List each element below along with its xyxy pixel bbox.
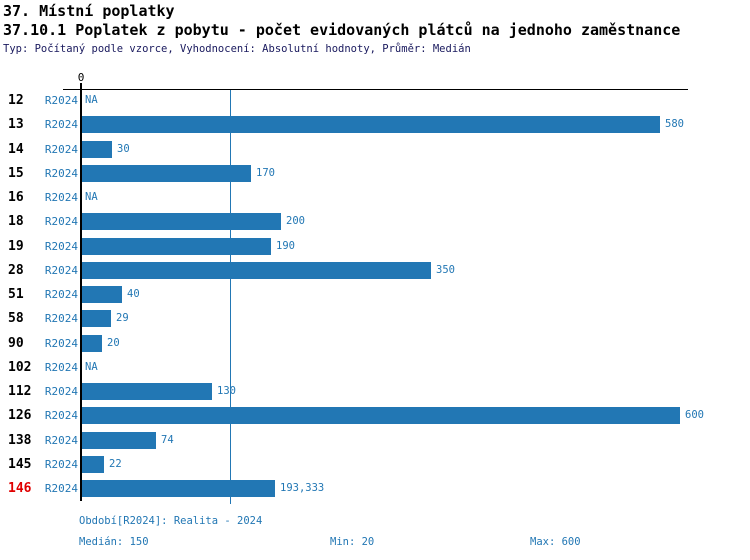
chart-row: 14 R2024 30 xyxy=(0,141,750,158)
report-meta-line: Typ: Počítaný podle vzorce, Vyhodnocení:… xyxy=(3,43,471,55)
bar-value-label: NA xyxy=(85,191,98,203)
chart-row: 51 R2024 40 xyxy=(0,286,750,303)
bar xyxy=(82,213,281,230)
row-period-label: R2024 xyxy=(44,458,78,471)
report-title: 37. Místní poplatky xyxy=(3,2,175,20)
chart-row: 18 R2024 200 xyxy=(0,213,750,230)
bar-value-label: 40 xyxy=(127,288,140,300)
row-id-label: 90 xyxy=(8,336,24,351)
median-gridline xyxy=(230,90,231,504)
bar xyxy=(82,310,111,327)
bar-value-label: 350 xyxy=(436,264,455,276)
chart-row: 126 R2024 600 xyxy=(0,407,750,424)
row-period-label: R2024 xyxy=(44,361,78,374)
row-period-label: R2024 xyxy=(44,191,78,204)
bar xyxy=(82,286,122,303)
bar-value-label: 30 xyxy=(117,143,130,155)
row-id-label: 15 xyxy=(8,166,24,181)
bar-value-label: 200 xyxy=(286,215,305,227)
bar xyxy=(82,165,251,182)
bar-value-label: 22 xyxy=(109,458,122,470)
row-id-label: 18 xyxy=(8,214,24,229)
y-axis-line xyxy=(80,83,82,501)
row-period-label: R2024 xyxy=(44,240,78,253)
row-period-label: R2024 xyxy=(44,167,78,180)
bar xyxy=(82,456,104,473)
row-id-label: 28 xyxy=(8,263,24,278)
chart-row: 12 R2024 NA xyxy=(0,92,750,109)
row-id-label: 126 xyxy=(8,408,32,423)
chart-row: 28 R2024 350 xyxy=(0,262,750,279)
chart-row: 112 R2024 130 xyxy=(0,383,750,400)
row-period-label: R2024 xyxy=(44,143,78,156)
bar xyxy=(82,383,212,400)
chart-row: 19 R2024 190 xyxy=(0,238,750,255)
footer-min-stat: Min: 20 xyxy=(330,536,375,548)
row-period-label: R2024 xyxy=(44,94,78,107)
chart-row: 15 R2024 170 xyxy=(0,165,750,182)
footer-period-info: Období[R2024]: Realita - 2024 xyxy=(79,515,263,527)
row-id-label: 112 xyxy=(8,384,32,399)
chart-row: 138 R2024 74 xyxy=(0,432,750,449)
row-id-label: 13 xyxy=(8,117,24,132)
footer-median-stat: Medián: 150 xyxy=(79,536,149,548)
row-id-label: 145 xyxy=(8,457,32,472)
chart-row: 90 R2024 20 xyxy=(0,335,750,352)
bar-value-label: 29 xyxy=(116,312,129,324)
chart-row: 16 R2024 NA xyxy=(0,189,750,206)
x-axis-zero-tick-label: 0 xyxy=(77,71,85,84)
bar-value-label: 600 xyxy=(685,409,704,421)
row-period-label: R2024 xyxy=(44,337,78,350)
row-period-label: R2024 xyxy=(44,118,78,131)
row-period-label: R2024 xyxy=(44,482,78,495)
bar xyxy=(82,141,112,158)
row-id-label: 14 xyxy=(8,142,24,157)
row-id-label: 12 xyxy=(8,93,24,108)
chart-row: 102 R2024 NA xyxy=(0,359,750,376)
row-id-label: 51 xyxy=(8,287,24,302)
row-period-label: R2024 xyxy=(44,215,78,228)
bar xyxy=(82,480,275,497)
x-axis-line xyxy=(63,89,688,90)
bar xyxy=(82,432,156,449)
chart-row: 146 R2024 193,333 xyxy=(0,480,750,497)
bar-value-label: 74 xyxy=(161,434,174,446)
report-subtitle: 37.10.1 Poplatek z pobytu - počet evidov… xyxy=(3,21,681,39)
chart-row: 58 R2024 29 xyxy=(0,310,750,327)
bar-value-label: NA xyxy=(85,94,98,106)
row-period-label: R2024 xyxy=(44,434,78,447)
bar-value-label: NA xyxy=(85,361,98,373)
footer-max-stat: Max: 600 xyxy=(530,536,581,548)
row-period-label: R2024 xyxy=(44,288,78,301)
row-id-label: 16 xyxy=(8,190,24,205)
chart-row: 145 R2024 22 xyxy=(0,456,750,473)
row-id-label: 138 xyxy=(8,433,32,448)
row-period-label: R2024 xyxy=(44,409,78,422)
row-period-label: R2024 xyxy=(44,264,78,277)
bar xyxy=(82,407,680,424)
row-id-label: 58 xyxy=(8,311,24,326)
bar xyxy=(82,116,660,133)
bar-value-label: 130 xyxy=(217,385,236,397)
row-id-label: 19 xyxy=(8,239,24,254)
row-period-label: R2024 xyxy=(44,312,78,325)
row-id-label: 146 xyxy=(8,481,32,496)
bar-value-label: 20 xyxy=(107,337,120,349)
chart-row: 13 R2024 580 xyxy=(0,116,750,133)
row-id-label: 102 xyxy=(8,360,32,375)
bar xyxy=(82,262,431,279)
bar-value-label: 190 xyxy=(276,240,295,252)
bar-value-label: 193,333 xyxy=(280,482,325,494)
row-period-label: R2024 xyxy=(44,385,78,398)
bar xyxy=(82,335,102,352)
bar-value-label: 580 xyxy=(665,118,684,130)
bar-value-label: 170 xyxy=(256,167,275,179)
bar xyxy=(82,238,271,255)
